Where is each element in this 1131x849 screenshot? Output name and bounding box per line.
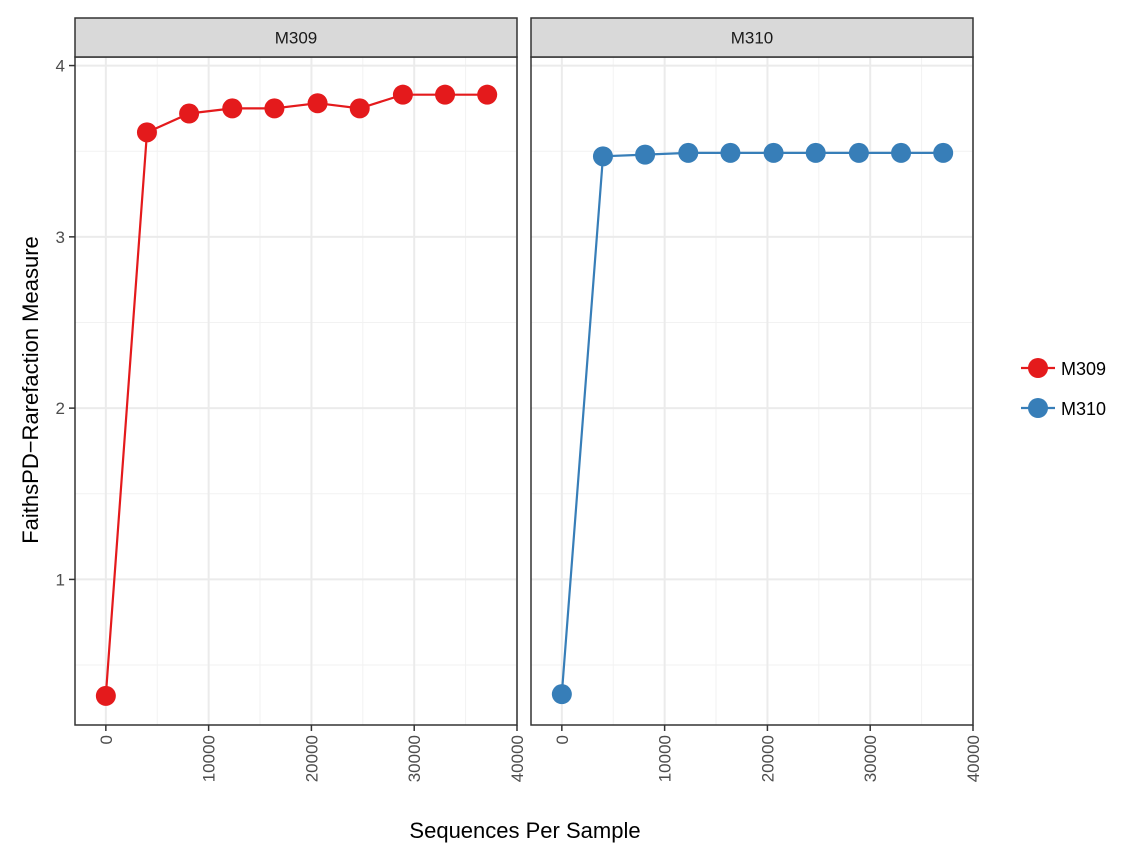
facet-strip (74, 17, 518, 58)
series-line-m310 (560, 151, 944, 695)
data-point (720, 142, 741, 163)
x-tick-label: 0 (553, 735, 572, 744)
legend: M309 M310 (1021, 358, 1106, 419)
data-point (551, 684, 572, 705)
legend-item-m310: M310 (1021, 398, 1106, 419)
data-point (136, 122, 157, 143)
legend-label: M310 (1061, 399, 1106, 419)
x-tick-label: 30000 (861, 735, 880, 782)
legend-key-point (1028, 358, 1048, 378)
x-tick-label: 30000 (405, 735, 424, 782)
data-point (678, 142, 699, 163)
facet-strip-label: M309 (275, 29, 318, 48)
data-point (891, 142, 912, 163)
data-point (805, 142, 826, 163)
panel-background (531, 57, 973, 725)
data-point (222, 98, 243, 119)
x-tick-label: 10000 (200, 735, 219, 782)
x-tick-label: 20000 (758, 735, 777, 782)
facet-panels: M309 0 10000 20000 30000 40000 M310 0 10000 20000… (74, 17, 983, 782)
data-point (349, 98, 370, 119)
y-tick-label: 4 (56, 57, 65, 76)
x-tick-label: 40000 (964, 735, 983, 782)
data-point (392, 84, 413, 105)
legend-label: M309 (1061, 359, 1106, 379)
x-tick-label: 40000 (508, 735, 527, 782)
y-axis-title: FaithsPD−Rarefaction Measure (18, 236, 43, 544)
x-tick-label: 0 (97, 735, 116, 744)
data-point (307, 93, 328, 114)
data-point (264, 98, 285, 119)
y-tick-label: 1 (56, 570, 65, 589)
facet-strip-label: M310 (731, 29, 774, 48)
facet-panel-m310: M310 0 10000 20000 30000 40000 (530, 17, 983, 782)
x-axis-title: Sequences Per Sample (409, 818, 640, 843)
x-tick-label: 20000 (302, 735, 321, 782)
y-tick-label: 3 (56, 228, 65, 247)
data-point (179, 103, 200, 124)
data-point (95, 685, 116, 706)
x-tick-label: 10000 (656, 735, 675, 782)
facet-strip (530, 17, 974, 58)
data-point (477, 84, 498, 105)
data-point (848, 142, 869, 163)
y-tick-label: 2 (56, 399, 65, 418)
facet-panel-m309: M309 0 10000 20000 30000 40000 (74, 17, 527, 782)
data-point (763, 142, 784, 163)
series-line-m309 (104, 93, 488, 696)
data-point (592, 146, 613, 167)
data-point (933, 142, 954, 163)
data-point (635, 144, 656, 165)
legend-item-m309: M309 (1021, 358, 1106, 379)
panel-background (75, 57, 517, 725)
y-axis: 1 2 3 4 (56, 57, 75, 589)
data-point (435, 84, 456, 105)
legend-key-point (1028, 398, 1048, 418)
